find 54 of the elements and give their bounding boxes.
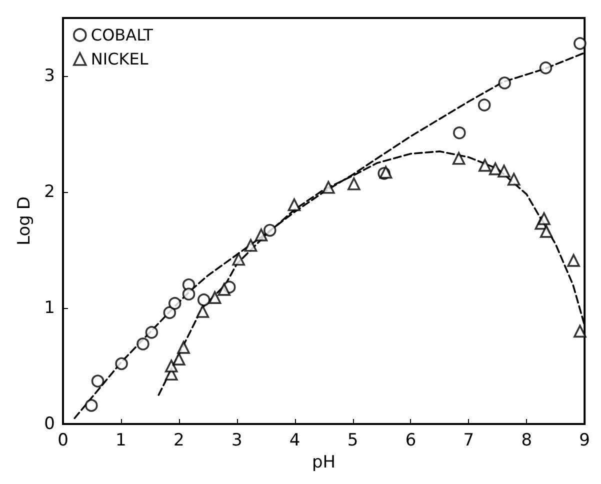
point xyxy=(164,360,178,372)
point xyxy=(478,158,492,172)
x-axis-title: pH xyxy=(312,452,336,472)
point xyxy=(177,341,190,354)
point xyxy=(145,326,158,339)
x-tick-label: 7 xyxy=(463,430,474,450)
x-tick-label: 3 xyxy=(231,430,242,450)
legend-label: NICKEL xyxy=(90,50,148,68)
x-tick-label: 1 xyxy=(116,430,126,450)
point xyxy=(85,399,98,412)
point xyxy=(539,61,552,74)
point xyxy=(538,212,550,226)
point xyxy=(182,288,196,300)
point xyxy=(91,374,104,388)
x-tick-label: 6 xyxy=(405,430,416,450)
y-tick-label: 3 xyxy=(44,66,55,86)
point xyxy=(574,37,586,50)
point xyxy=(136,338,150,350)
point xyxy=(254,228,268,242)
x-tick-label: 4 xyxy=(289,430,300,450)
y-tick-label: 2 xyxy=(44,182,55,202)
point xyxy=(218,283,231,296)
y-axis-title: Log D xyxy=(14,196,34,246)
point xyxy=(478,98,491,112)
point xyxy=(540,225,553,238)
point xyxy=(115,357,128,370)
point xyxy=(574,324,586,338)
point xyxy=(197,293,210,306)
x-tick-label: 5 xyxy=(347,430,358,450)
point xyxy=(322,180,335,194)
point xyxy=(452,152,466,165)
point xyxy=(488,162,502,176)
y-tick-label: 1 xyxy=(44,298,55,318)
legend-label: COBALT xyxy=(90,26,154,44)
point xyxy=(288,198,301,212)
point xyxy=(507,172,520,186)
point xyxy=(498,76,512,90)
point xyxy=(567,254,580,267)
x-tick-label: 8 xyxy=(521,430,532,450)
point xyxy=(498,164,510,178)
point xyxy=(453,126,466,140)
point xyxy=(208,291,222,304)
point xyxy=(196,305,210,318)
x-tick-label: 9 xyxy=(579,430,590,450)
point xyxy=(264,224,276,237)
point xyxy=(172,352,186,366)
point xyxy=(232,252,246,266)
point xyxy=(168,296,182,310)
point xyxy=(163,306,176,320)
x-tick-label: 0 xyxy=(58,430,68,450)
point xyxy=(244,238,258,252)
x-tick-label: 2 xyxy=(173,430,184,450)
y-tick-label: 0 xyxy=(44,414,55,434)
point xyxy=(348,177,360,190)
